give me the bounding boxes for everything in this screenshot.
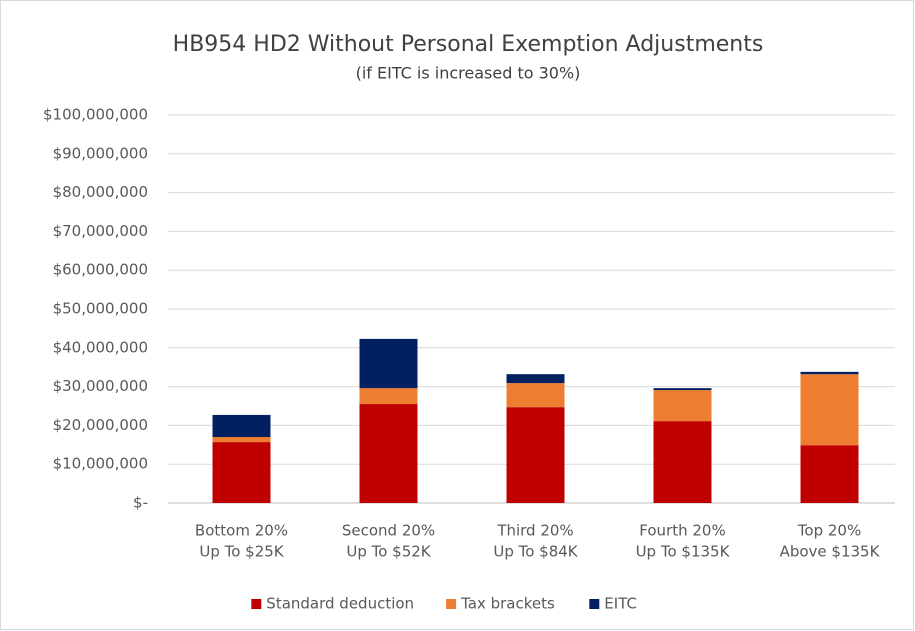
x-tick-label: Bottom 20% — [195, 522, 288, 540]
bar-segment — [506, 383, 565, 408]
legend-swatch — [589, 599, 600, 609]
bar-segment — [212, 442, 271, 503]
bar-segment — [800, 371, 859, 375]
x-tick-label: Up To $135K — [636, 543, 731, 561]
bar-segment — [800, 374, 859, 446]
y-tick-label: $90,000,000 — [53, 144, 148, 162]
legend-swatch — [251, 599, 262, 609]
y-tick-label: $- — [133, 494, 148, 512]
legend-swatch — [446, 599, 457, 609]
x-tick-label: Third 20% — [496, 522, 573, 540]
y-tick-label: $20,000,000 — [53, 416, 148, 434]
legend-label: EITC — [604, 595, 637, 613]
bar-segment — [359, 404, 418, 503]
y-tick-label: $40,000,000 — [53, 338, 148, 356]
bar-segment — [653, 388, 712, 391]
y-tick-label: $60,000,000 — [53, 261, 148, 279]
bar-segment — [359, 388, 418, 405]
chart-title: HB954 HD2 Without Personal Exemption Adj… — [173, 32, 764, 57]
x-tick-label: Second 20% — [342, 522, 435, 540]
x-tick-label: Top 20% — [797, 522, 861, 540]
y-tick-label: $80,000,000 — [53, 183, 148, 201]
legend-label: Standard deduction — [266, 595, 414, 613]
bar-segment — [359, 338, 418, 389]
y-tick-label: $30,000,000 — [53, 377, 148, 395]
legend-label: Tax brackets — [460, 595, 555, 613]
y-tick-label: $100,000,000 — [43, 106, 148, 124]
bar-segment — [653, 390, 712, 422]
x-tick-label: Up To $52K — [346, 543, 431, 561]
bar-segment — [653, 421, 712, 503]
x-tick-label: Up To $25K — [199, 543, 284, 561]
bar-segment — [212, 414, 271, 438]
y-tick-label: $70,000,000 — [53, 222, 148, 240]
x-tick-label: Up To $84K — [493, 543, 578, 561]
bar-segment — [212, 437, 271, 443]
x-tick-label: Fourth 20% — [639, 522, 725, 540]
y-tick-label: $10,000,000 — [53, 455, 148, 473]
bar-segment — [506, 407, 565, 503]
bar-segment — [506, 374, 565, 384]
chart-subtitle: (if EITC is increased to 30%) — [356, 64, 581, 83]
bar-segment — [800, 445, 859, 503]
y-tick-label: $50,000,000 — [53, 300, 148, 318]
x-tick-label: Above $135K — [780, 543, 881, 561]
